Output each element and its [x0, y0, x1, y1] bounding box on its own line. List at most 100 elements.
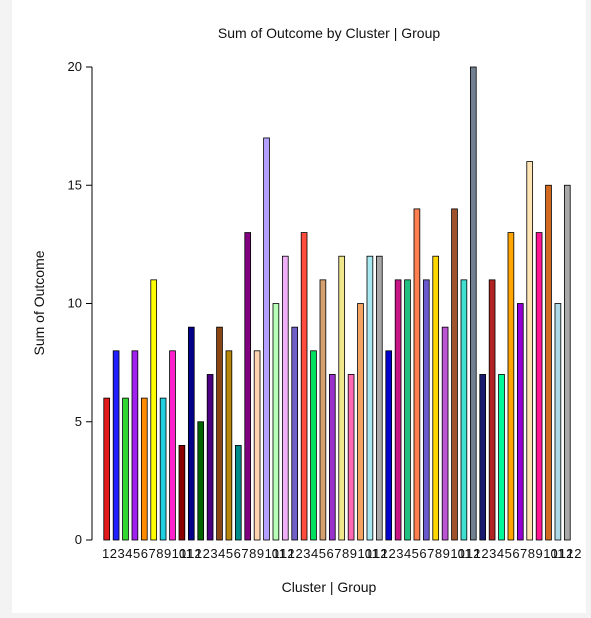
x-tick-label: 8: [435, 546, 442, 561]
x-tick-label: 1: [381, 546, 388, 561]
bar: [441, 326, 449, 541]
x-tick-label: 3: [117, 546, 124, 561]
bar-chart: Sum of Outcome by Cluster | Group Sum of…: [31, 25, 581, 595]
x-tick-label: 6: [141, 546, 148, 561]
x-tick-label: 9: [164, 546, 171, 561]
bar: [498, 374, 505, 541]
bar: [554, 303, 562, 541]
bar: [310, 350, 317, 541]
bar: [178, 444, 186, 541]
x-tick-label: 11: [272, 546, 286, 561]
bar: [263, 137, 270, 541]
x-tick-label: 5: [226, 546, 233, 561]
x-tick-label: 1: [567, 546, 574, 561]
bar: [413, 208, 421, 541]
bar: [385, 350, 393, 541]
x-tick-label: 10: [450, 546, 464, 561]
x-tick-label: 1: [102, 546, 109, 561]
y-tick-label: 5: [75, 414, 82, 429]
x-tick-label: 12: [559, 546, 573, 561]
x-tick-label: 2: [110, 546, 117, 561]
bar: [357, 303, 364, 541]
x-tick-label: 4: [311, 546, 318, 561]
bar: [479, 374, 487, 541]
bar: [535, 232, 543, 541]
x-tick-label: 10: [357, 546, 371, 561]
x-tick-label: 1: [288, 546, 295, 561]
bar: [469, 66, 477, 541]
bar: [150, 279, 158, 541]
bar: [131, 350, 139, 541]
bar: [422, 279, 430, 541]
x-tick-label: 5: [319, 546, 326, 561]
x-tick-label: 4: [497, 546, 504, 561]
x-tick-label: 9: [350, 546, 357, 561]
x-tick-label: 12: [187, 546, 201, 561]
x-tick-label: 6: [327, 546, 334, 561]
x-tick-label: 4: [218, 546, 225, 561]
x-tick-label: 9: [536, 546, 543, 561]
bar: [206, 374, 214, 541]
y-tick-label: 0: [75, 532, 82, 547]
x-tick-label: 5: [412, 546, 419, 561]
x-tick-label: 1: [474, 546, 481, 561]
bar: [103, 397, 111, 541]
x-tick-label: 6: [512, 546, 519, 561]
x-tick-label: 5: [505, 546, 512, 561]
bar: [432, 255, 440, 541]
x-tick-label: 8: [249, 546, 256, 561]
x-tick-label: 10: [265, 546, 279, 561]
x-tick-label: 3: [396, 546, 403, 561]
x-tick-label: 10: [543, 546, 557, 561]
bars: [103, 66, 571, 541]
y-tick-label: 20: [68, 59, 82, 74]
bar: [291, 326, 299, 541]
y-tick-label: 15: [68, 177, 82, 192]
x-tick-label: 2: [203, 546, 210, 561]
x-tick-label: 6: [234, 546, 241, 561]
x-tick-label: 11: [458, 546, 472, 561]
bar: [563, 184, 571, 541]
bar: [526, 161, 534, 541]
x-tick-label: 8: [528, 546, 535, 561]
x-tick-label: 9: [257, 546, 264, 561]
x-tick-label: 1: [195, 546, 202, 561]
x-tick-label: 3: [489, 546, 496, 561]
bar: [507, 232, 515, 541]
bar: [338, 255, 346, 541]
x-tick-label: 3: [303, 546, 310, 561]
bar: [545, 184, 552, 541]
x-tick-label: 2: [574, 546, 581, 561]
bar: [244, 232, 252, 541]
x-tick-label: 12: [280, 546, 294, 561]
bar: [272, 303, 280, 541]
x-tick-label: 11: [551, 546, 565, 561]
x-tick-label: 7: [427, 546, 434, 561]
x-tick-label: 12: [373, 546, 387, 561]
bar: [300, 232, 308, 541]
bar: [225, 350, 233, 541]
x-tick-label: 10: [172, 546, 186, 561]
bar: [281, 255, 289, 541]
bar: [366, 255, 374, 541]
x-tick-label: 4: [404, 546, 411, 561]
bar: [169, 350, 176, 541]
x-tick-label: 7: [520, 546, 527, 561]
x-tick-label: 7: [241, 546, 248, 561]
x-tick-label: 2: [296, 546, 303, 561]
bar: [112, 350, 120, 541]
bar: [197, 421, 205, 541]
y-ticks: 0 5 10 15 20: [68, 59, 92, 547]
bar: [122, 397, 129, 541]
bar: [140, 397, 148, 541]
bar: [451, 208, 458, 541]
bar: [460, 279, 468, 541]
bar: [347, 374, 355, 541]
y-tick-label: 10: [68, 296, 82, 311]
bar: [394, 279, 402, 541]
x-axis-label: Cluster | Group: [282, 579, 377, 595]
x-tick-label: 2: [481, 546, 488, 561]
x-tick-label: 11: [179, 546, 193, 561]
